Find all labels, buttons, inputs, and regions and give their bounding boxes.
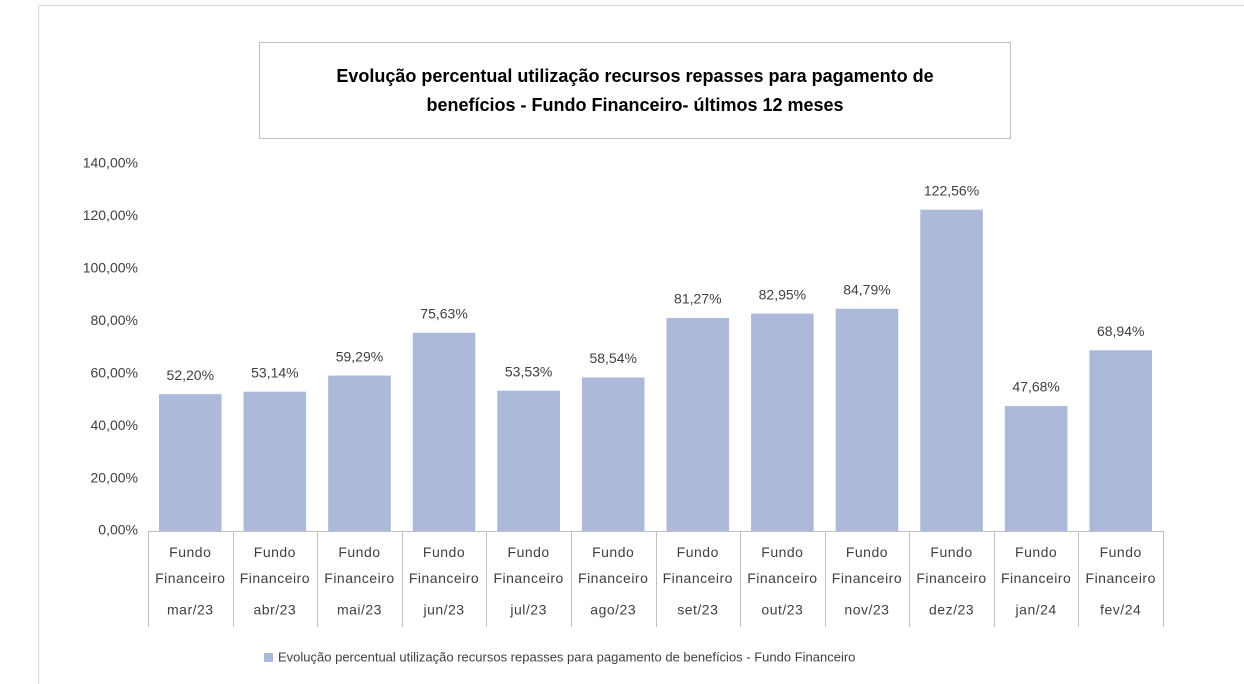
y-tick-label: 60,00%: [91, 364, 138, 380]
x-tick-label: mar/23: [167, 602, 214, 618]
y-tick-label: 80,00%: [91, 312, 138, 328]
data-label: 53,14%: [251, 364, 298, 380]
x-tick-label: mai/23: [337, 602, 382, 618]
data-label: 58,54%: [589, 350, 636, 366]
x-tick-label: out/23: [761, 602, 803, 618]
legend-label: Evolução percentual utilização recursos …: [278, 649, 855, 664]
y-tick-label: 100,00%: [83, 260, 138, 276]
data-label: 84,79%: [843, 281, 890, 297]
bar: [243, 391, 307, 531]
category-group-label: Fundo Financeiro: [408, 544, 480, 586]
data-label: 59,29%: [336, 348, 383, 364]
bar: [920, 209, 983, 531]
data-label: 82,95%: [759, 286, 806, 302]
chart-border: [38, 5, 1244, 684]
bar: [581, 377, 645, 531]
legend-swatch: [264, 653, 273, 662]
category-group-label: Fundo Financeiro: [1000, 544, 1072, 586]
x-tick-label: dez/23: [929, 602, 974, 618]
data-label: 81,27%: [674, 291, 721, 307]
y-tick-label: 140,00%: [83, 155, 138, 171]
data-label: 68,94%: [1097, 323, 1144, 339]
data-label: 53,53%: [505, 363, 552, 379]
y-tick-label: 0,00%: [98, 522, 138, 538]
category-group-label: Fundo Financeiro: [747, 544, 818, 586]
category-group-label: Fundo Financeiro: [916, 544, 987, 586]
bar: [497, 390, 560, 531]
data-label: 75,63%: [420, 305, 467, 321]
category-group-label: Fundo Financeiro: [831, 544, 903, 586]
y-tick-label: 120,00%: [83, 207, 138, 223]
chart-title: benefícios - Fundo Financeiro- últimos 1…: [426, 95, 843, 115]
data-label: 47,68%: [1012, 379, 1059, 395]
bar: [158, 394, 222, 531]
bar: [328, 375, 391, 531]
bar: [751, 313, 814, 531]
category-group-label: Fundo Financeiro: [324, 544, 395, 586]
x-tick-label: nov/23: [844, 602, 889, 618]
title-box: [259, 42, 1011, 139]
category-group-label: Fundo Financeiro: [662, 544, 733, 586]
x-tick-label: set/23: [677, 602, 718, 618]
category-group-label: Fundo Financeiro: [155, 544, 226, 586]
category-group-label: Fundo Financeiro: [1085, 544, 1156, 586]
y-tick-label: 20,00%: [91, 469, 138, 485]
data-label: 52,20%: [167, 367, 214, 383]
x-tick-label: jun/23: [422, 602, 464, 618]
x-tick-label: jan/24: [1015, 602, 1057, 618]
bar: [1089, 350, 1153, 531]
x-tick-label: fev/24: [1100, 602, 1141, 618]
bar: [666, 317, 730, 531]
bar: [1004, 406, 1068, 531]
y-tick-label: 40,00%: [91, 417, 138, 433]
x-tick-label: ago/23: [590, 602, 636, 618]
chart-title: Evolução percentual utilização recursos …: [336, 66, 933, 86]
bar: [412, 332, 476, 531]
x-tick-label: abr/23: [254, 602, 297, 618]
category-group-label: Fundo Financeiro: [493, 544, 564, 586]
bar: [835, 308, 899, 531]
x-tick-label: jul/23: [509, 602, 546, 618]
category-group-label: Fundo Financeiro: [239, 544, 311, 586]
data-label: 122,56%: [924, 182, 979, 198]
category-group-label: Fundo Financeiro: [578, 544, 649, 586]
